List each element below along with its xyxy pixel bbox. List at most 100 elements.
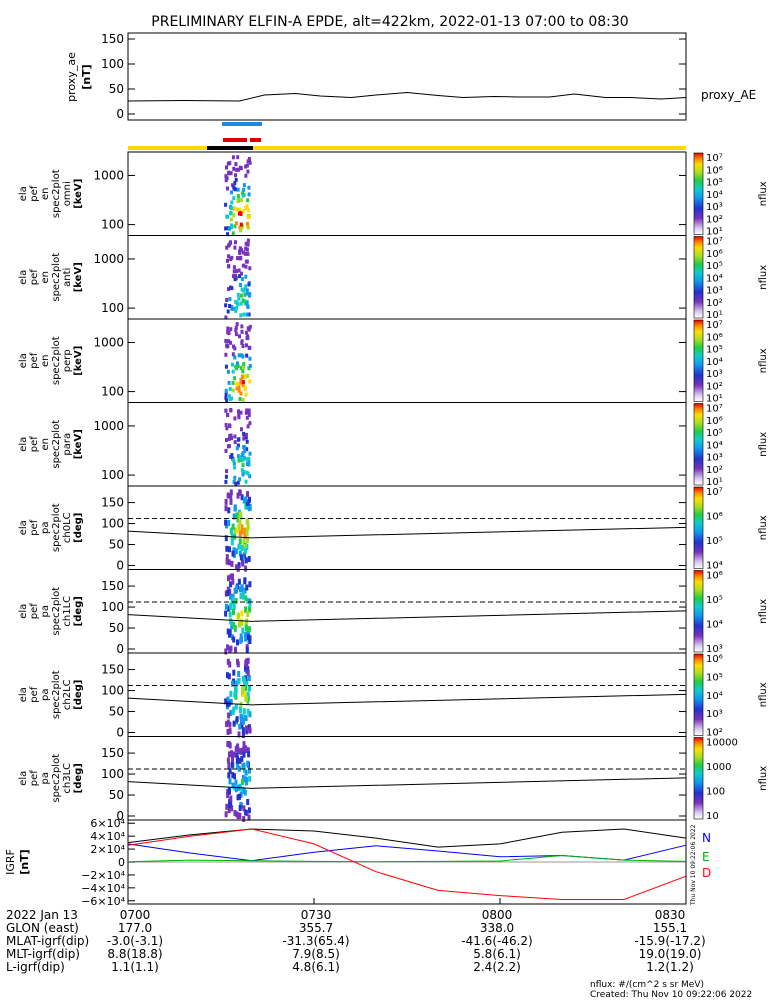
flux-cell <box>248 711 252 718</box>
flux-cell <box>232 751 236 758</box>
flux-cell <box>245 584 249 591</box>
colorbar-tick-label: 10³ <box>706 202 723 213</box>
flux-cell <box>248 767 251 774</box>
flux-cell <box>227 264 230 269</box>
flux-cell <box>232 265 236 270</box>
flux-cell <box>246 691 250 698</box>
flux-cell <box>247 282 251 287</box>
flux-cell <box>238 251 242 255</box>
flux-cell <box>244 284 248 289</box>
flux-cell <box>237 578 241 585</box>
panel-label-line: en <box>40 188 51 201</box>
flux-cell <box>238 519 242 526</box>
flux-cell <box>231 708 235 715</box>
flux-cell <box>233 346 237 351</box>
flux-cell <box>245 415 249 420</box>
flux-burst <box>224 657 252 738</box>
flux-cell <box>231 155 235 160</box>
flux-cell <box>245 679 249 686</box>
ephemeris-value: 155.1 <box>653 921 687 935</box>
flux-cell <box>233 475 237 480</box>
flux-cell <box>241 263 245 268</box>
colorbar-label: nflux <box>758 265 769 290</box>
colorbar-tick-label: 10⁶ <box>706 654 723 665</box>
flux-cell <box>240 427 243 432</box>
igrf-yunit: [nT] <box>18 849 31 874</box>
flux-cell <box>243 445 247 450</box>
flux-cell <box>229 217 233 222</box>
panel-label-line: en <box>40 271 51 284</box>
flux-cell <box>246 708 250 715</box>
flux-cell <box>237 612 241 619</box>
colorbar-tick-label: 10⁵ <box>706 261 723 272</box>
created-note: Created: Thu Nov 10 09:22:06 2022 <box>590 990 752 1000</box>
colorbar-label: nflux <box>758 682 769 707</box>
flux-cell <box>244 264 248 269</box>
panel-tick-label: 50 <box>109 788 124 802</box>
panel-tick-label: 150 <box>101 579 124 593</box>
flux-cell <box>224 364 228 369</box>
flux-cell <box>237 409 240 414</box>
flux-cell <box>237 353 241 358</box>
flux-cell <box>228 546 231 553</box>
flux-cell <box>228 742 232 749</box>
panel-label-line: pa <box>40 689 51 701</box>
panel-frame <box>127 652 687 737</box>
flux-cell <box>242 288 246 293</box>
flux-cell <box>227 673 231 680</box>
flux-cell <box>225 603 228 610</box>
panel-tick-label: 0 <box>116 809 124 823</box>
flux-cell <box>237 765 241 772</box>
colorbar-tick-label: 10⁴ <box>706 561 723 572</box>
flux-burst <box>224 155 252 237</box>
flux-cell <box>238 723 242 730</box>
colorbar-tick-label: 10⁵ <box>706 345 723 356</box>
flux-cell <box>236 480 240 485</box>
flux-cell <box>228 661 232 668</box>
flux-cell <box>242 815 246 822</box>
flux-cell <box>245 439 249 444</box>
panel-tick-label: 50 <box>109 538 124 552</box>
flux-cell <box>226 728 230 735</box>
flux-cell <box>242 431 246 436</box>
flux-cell <box>236 516 240 523</box>
igrf-vertical-note: Thu Nov 10 09:22:06 2022 <box>690 824 697 906</box>
flux-cell <box>235 564 239 571</box>
status-markers <box>128 122 686 150</box>
flux-cell <box>229 433 233 438</box>
flux-cell <box>226 586 230 593</box>
panel-label-line: pef <box>29 185 40 202</box>
panel-frame <box>127 151 687 236</box>
colorbar-tick-label: 10³ <box>706 644 723 655</box>
flux-cell <box>244 557 248 564</box>
flux-cell <box>237 385 241 390</box>
igrf-tick-label: −4×10⁴ <box>81 882 125 895</box>
panel-tick-label: 1000 <box>93 419 124 433</box>
flux-cell <box>243 374 247 379</box>
flux-cell <box>244 664 247 671</box>
flux-cell <box>230 761 234 768</box>
flux-cell <box>238 165 242 170</box>
ephemeris-value: 4.8(6.1) <box>292 960 340 974</box>
flux-cell <box>230 805 234 812</box>
ephemeris-value: -31.3(65.4) <box>282 934 349 948</box>
flux-cell <box>244 164 248 169</box>
flux-cell <box>224 498 228 505</box>
flux-cell <box>226 741 230 748</box>
flux-cell <box>244 675 248 682</box>
flux-cell <box>244 479 248 484</box>
flux-cell <box>225 558 229 565</box>
flux-cell <box>241 684 245 691</box>
flux-cell <box>245 343 248 348</box>
panel-label-line: en <box>40 438 51 451</box>
flux-cell <box>246 225 250 230</box>
panel-label-line: pef <box>29 603 40 620</box>
flux-cell <box>242 183 246 188</box>
flux-cell <box>224 479 228 484</box>
flux-cell <box>248 345 252 350</box>
flux-cell <box>244 241 248 246</box>
flux-cell <box>235 758 239 765</box>
flux-cell <box>227 287 230 292</box>
flux-cell <box>233 691 237 698</box>
flux-cell <box>239 293 243 298</box>
